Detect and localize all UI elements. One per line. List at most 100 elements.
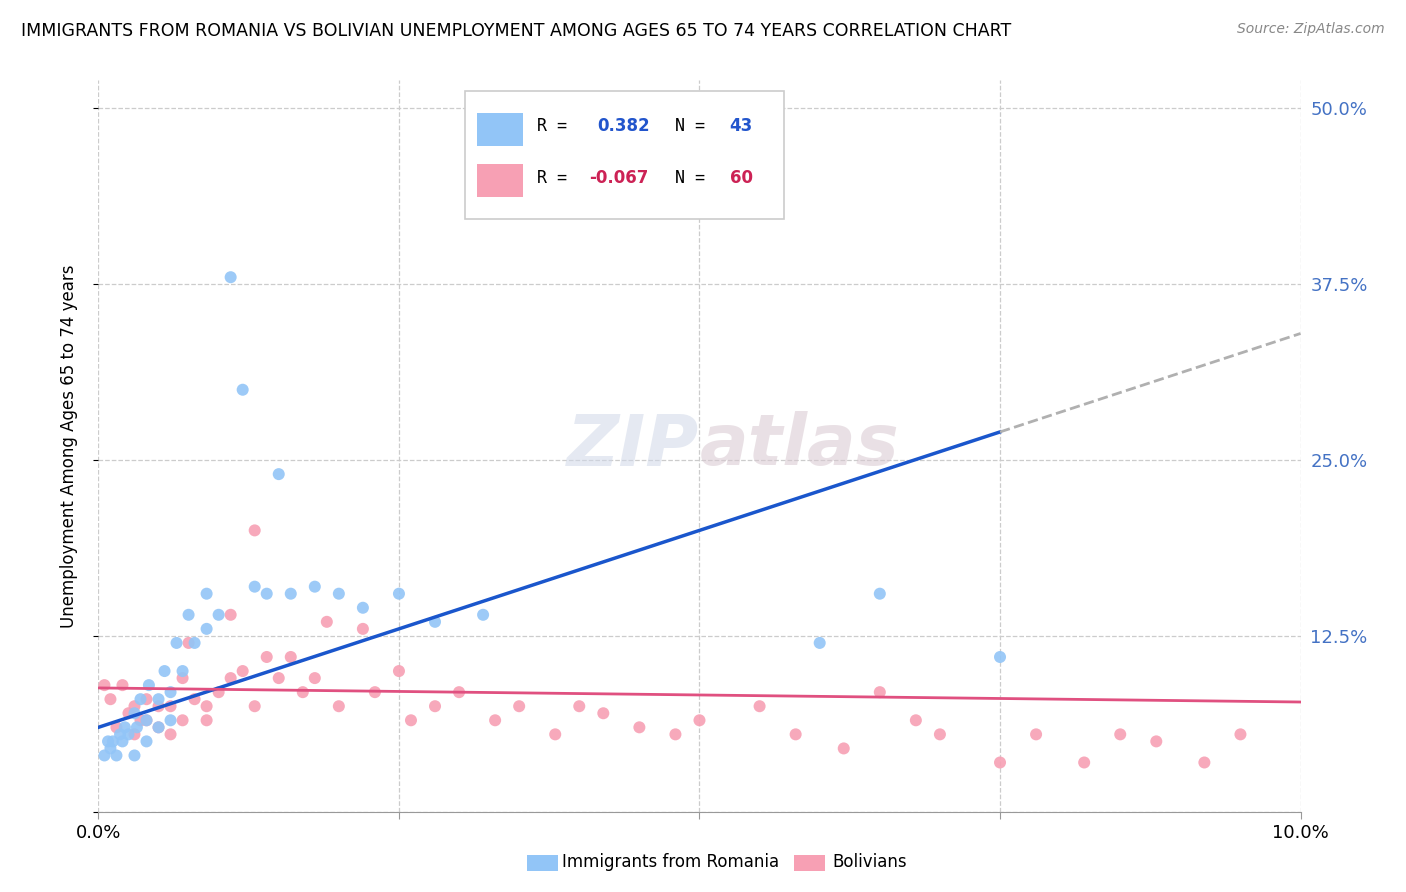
Point [256, 587, 278, 601]
Point [929, 727, 952, 741]
Point [108, 727, 131, 741]
Point [195, 622, 218, 636]
Point [93, 678, 115, 692]
Point [97, 734, 120, 748]
Point [243, 524, 266, 538]
Point [267, 467, 290, 482]
Point [172, 714, 194, 728]
Point [291, 685, 314, 699]
Point [124, 727, 146, 741]
Point [195, 714, 218, 728]
Point [592, 706, 614, 721]
Text: N =: N = [675, 118, 706, 136]
Text: -0.067: -0.067 [589, 169, 648, 186]
Point [219, 671, 242, 685]
Point [177, 636, 200, 650]
Text: atlas: atlas [700, 411, 900, 481]
Point [904, 714, 927, 728]
Text: R =: R = [537, 169, 567, 186]
Point [124, 706, 146, 721]
Point [232, 383, 254, 397]
Point [117, 727, 139, 741]
Point [328, 699, 350, 714]
Point [1073, 756, 1095, 770]
Point [1194, 756, 1216, 770]
Text: N =: N = [675, 169, 706, 186]
Point [280, 587, 302, 601]
Point [1229, 727, 1251, 741]
Point [195, 587, 218, 601]
Point [364, 685, 387, 699]
Point [100, 741, 122, 756]
Point [148, 699, 170, 714]
Point [101, 734, 124, 748]
Point [153, 664, 176, 678]
Bar [477, 113, 523, 146]
Point [544, 727, 567, 741]
Point [1109, 727, 1132, 741]
Point [111, 734, 134, 748]
Text: Bolivians: Bolivians [832, 853, 907, 871]
Point [105, 720, 128, 734]
Text: 43: 43 [730, 118, 752, 136]
Point [166, 636, 188, 650]
FancyBboxPatch shape [465, 91, 783, 219]
Point [159, 699, 181, 714]
Text: R =: R = [537, 118, 567, 136]
Point [177, 607, 200, 622]
Point [304, 580, 326, 594]
Point [159, 727, 181, 741]
Point [124, 748, 146, 763]
Point [869, 587, 891, 601]
Text: Immigrants from Romania: Immigrants from Romania [562, 853, 779, 871]
Point [93, 748, 115, 763]
Point [568, 699, 591, 714]
Point [125, 720, 148, 734]
Point [267, 671, 290, 685]
Point [988, 650, 1011, 665]
Point [100, 692, 122, 706]
Point [124, 699, 146, 714]
Point [748, 699, 770, 714]
Y-axis label: Unemployment Among Ages 65 to 74 years: Unemployment Among Ages 65 to 74 years [59, 264, 77, 628]
Point [256, 650, 278, 665]
Point [869, 685, 891, 699]
Text: IMMIGRANTS FROM ROMANIA VS BOLIVIAN UNEMPLOYMENT AMONG AGES 65 TO 74 YEARS CORRE: IMMIGRANTS FROM ROMANIA VS BOLIVIAN UNEM… [21, 22, 1011, 40]
Point [172, 664, 194, 678]
Point [399, 714, 422, 728]
Point [148, 720, 170, 734]
Point [785, 727, 807, 741]
Point [135, 714, 157, 728]
Point [315, 615, 337, 629]
Point [219, 270, 242, 285]
Point [135, 692, 157, 706]
Point [328, 587, 350, 601]
Point [138, 678, 160, 692]
Point [388, 587, 411, 601]
Point [232, 664, 254, 678]
Point [208, 685, 231, 699]
Point [105, 748, 128, 763]
Point [111, 678, 134, 692]
Point [183, 692, 205, 706]
Point [628, 720, 651, 734]
Text: ZIP: ZIP [567, 411, 700, 481]
Point [129, 714, 152, 728]
Text: 60: 60 [730, 169, 752, 186]
Point [135, 734, 157, 748]
Point [352, 600, 374, 615]
Point [304, 671, 326, 685]
Point [159, 714, 181, 728]
Point [472, 607, 495, 622]
Point [208, 607, 231, 622]
Bar [477, 164, 523, 197]
Point [280, 650, 302, 665]
Point [352, 622, 374, 636]
Point [148, 720, 170, 734]
Point [114, 720, 136, 734]
Point [689, 714, 711, 728]
Point [508, 699, 530, 714]
Point [243, 580, 266, 594]
Point [388, 664, 411, 678]
Point [988, 756, 1011, 770]
